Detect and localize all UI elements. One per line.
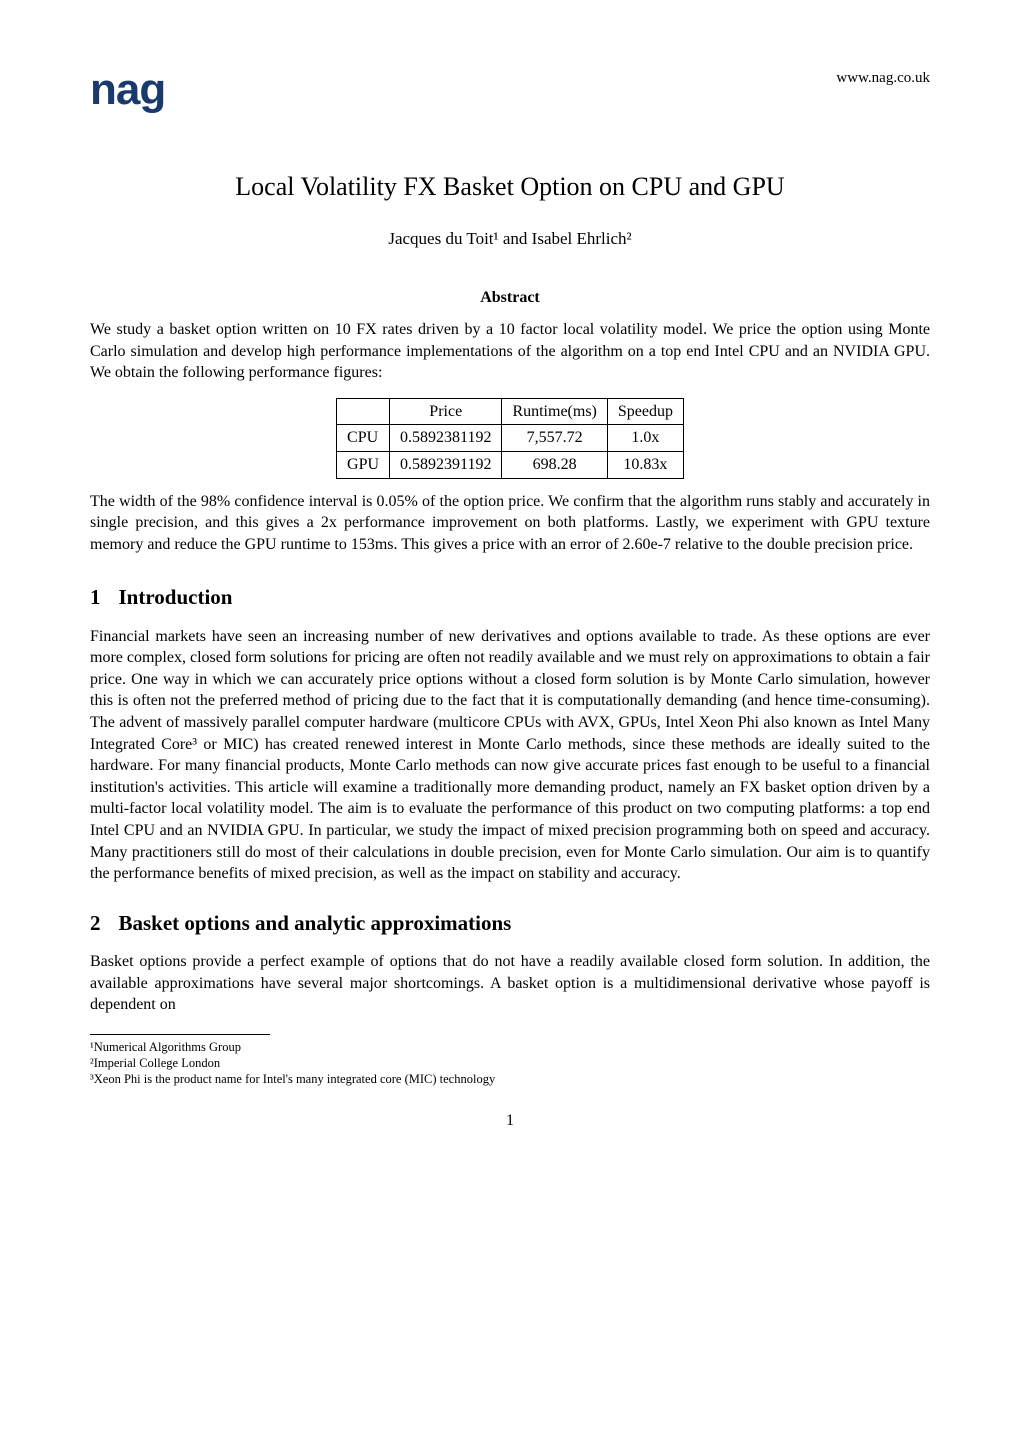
table-row: GPU 0.5892391192 698.28 10.83x <box>337 451 684 478</box>
section-title: Introduction <box>119 585 233 609</box>
table-header-cell: Price <box>390 398 502 425</box>
table-cell: GPU <box>337 451 390 478</box>
footnote-3: ³Xeon Phi is the product name for Intel'… <box>90 1071 930 1087</box>
logo: nag <box>90 60 165 119</box>
footnote-1: ¹Numerical Algorithms Group <box>90 1039 930 1055</box>
table-cell: 7,557.72 <box>502 425 607 452</box>
section-heading-1: 1 Introduction <box>90 583 930 611</box>
paper-title: Local Volatility FX Basket Option on CPU… <box>90 169 930 204</box>
table-cell: 0.5892391192 <box>390 451 502 478</box>
section-2-body: Basket options provide a perfect example… <box>90 951 930 1016</box>
table-row: CPU 0.5892381192 7,557.72 1.0x <box>337 425 684 452</box>
table-cell: 10.83x <box>607 451 683 478</box>
table-cell: 698.28 <box>502 451 607 478</box>
header-url: www.nag.co.uk <box>836 68 930 88</box>
table-cell: 1.0x <box>607 425 683 452</box>
table-header-cell <box>337 398 390 425</box>
authors-line: Jacques du Toit¹ and Isabel Ehrlich² <box>90 228 930 251</box>
performance-table: Price Runtime(ms) Speedup CPU 0.58923811… <box>336 398 684 479</box>
table-cell: CPU <box>337 425 390 452</box>
abstract-para-1: We study a basket option written on 10 F… <box>90 319 930 384</box>
section-1-body: Financial markets have seen an increasin… <box>90 626 930 885</box>
abstract-heading: Abstract <box>90 287 930 309</box>
section-number: 2 <box>90 909 101 937</box>
footnote-2: ²Imperial College London <box>90 1055 930 1071</box>
abstract-para-2: The width of the 98% confidence interval… <box>90 491 930 556</box>
section-heading-2: 2 Basket options and analytic approximati… <box>90 909 930 937</box>
table-header-cell: Speedup <box>607 398 683 425</box>
table-header-cell: Runtime(ms) <box>502 398 607 425</box>
page-number: 1 <box>90 1110 930 1132</box>
footnote-rule <box>90 1034 270 1035</box>
section-title: Basket options and analytic approximatio… <box>119 911 512 935</box>
table-cell: 0.5892381192 <box>390 425 502 452</box>
table-header-row: Price Runtime(ms) Speedup <box>337 398 684 425</box>
header-row: nag www.nag.co.uk <box>90 60 930 119</box>
section-number: 1 <box>90 583 101 611</box>
